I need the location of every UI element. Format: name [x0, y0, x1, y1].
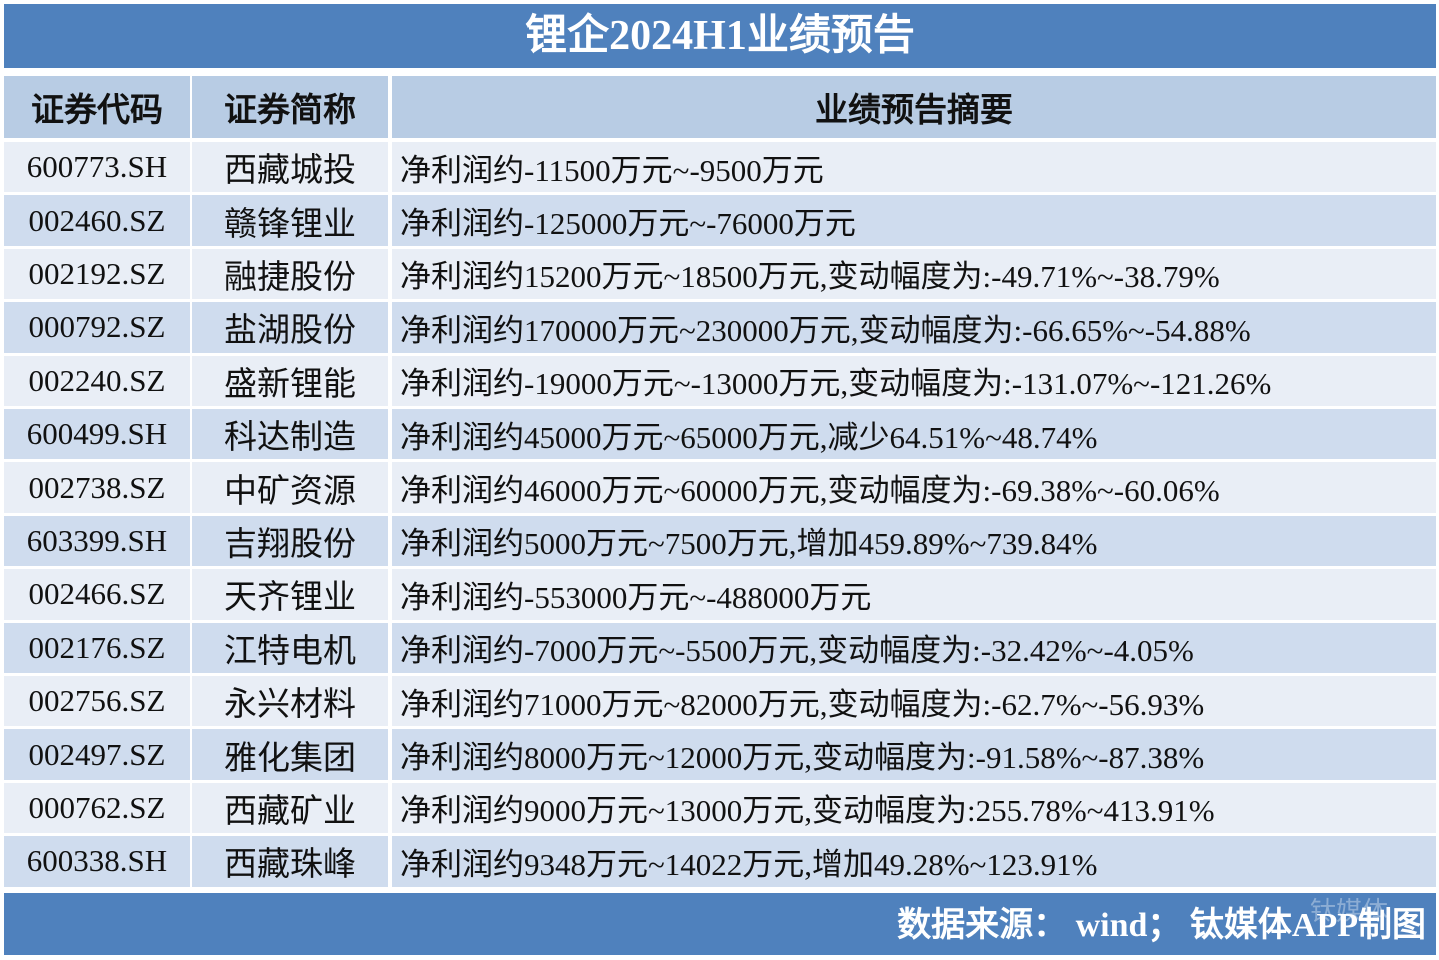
forecast-summary: 净利润约-7000万元~-5500万元,变动幅度为:-32.42%~-4.05% — [392, 622, 1436, 673]
forecast-summary: 净利润约46000万元~60000万元,变动幅度为:-69.38%~-60.06… — [392, 462, 1436, 513]
stock-name: 中矿资源 — [192, 462, 388, 513]
watermark: 钛媒体 — [1309, 897, 1388, 927]
stock-name: 融捷股份 — [192, 248, 388, 300]
header-row: 证券代码 证券简称 业绩预告摘要 — [4, 76, 1436, 138]
table-row: 002240.SZ 盛新锂能 净利润约-19000万元~-13000万元,变动幅度为… — [4, 355, 1436, 406]
stock-name: 江特电机 — [192, 622, 388, 673]
table-row: 603399.SH 吉翔股份 净利润约5000万元~7500万元,增加459.89%… — [4, 515, 1436, 567]
table-row: 002497.SZ 雅化集团 净利润约8000万元~12000万元,变动幅度为:-9… — [4, 729, 1436, 780]
forecast-summary: 净利润约9348万元~14022万元,增加49.28%~123.91% — [392, 836, 1436, 887]
stock-name: 西藏城投 — [192, 142, 388, 193]
stock-name: 盛新锂能 — [192, 355, 388, 406]
stock-name: 科达制造 — [192, 409, 388, 460]
table-row: 000792.SZ 盐湖股份 净利润约170000万元~230000万元,变动幅度为… — [4, 302, 1436, 353]
table-row: 002176.SZ 江特电机 净利润约-7000万元~-5500万元,变动幅度为:-… — [4, 622, 1436, 673]
forecast-summary: 净利润约9000万元~13000万元,变动幅度为:255.78%~413.91% — [392, 782, 1436, 834]
stock-code: 002176.SZ — [4, 622, 190, 673]
forecast-summary: 净利润约-11500万元~-9500万元 — [392, 142, 1436, 193]
forecast-summary: 净利润约45000万元~65000万元,减少64.51%~48.74% — [392, 409, 1436, 460]
table-row: 000762.SZ 西藏矿业 净利润约9000万元~13000万元,变动幅度为:25… — [4, 782, 1436, 834]
table-row: 002192.SZ 融捷股份 净利润约15200万元~18500万元,变动幅度为:-… — [4, 248, 1436, 300]
forecast-summary: 净利润约-19000万元~-13000万元,变动幅度为:-131.07%~-12… — [392, 355, 1436, 406]
stock-name: 天齐锂业 — [192, 569, 388, 620]
forecast-summary: 净利润约15200万元~18500万元,变动幅度为:-49.71%~-38.79… — [392, 248, 1436, 300]
table-row: 600338.SH 西藏珠峰 净利润约9348万元~14022万元,增加49.28%… — [4, 836, 1436, 887]
title: 锂企2024H1业绩预告 — [4, 4, 1436, 68]
header-cell: 证券代码 — [4, 76, 190, 138]
stock-name: 永兴材料 — [192, 676, 388, 727]
stock-code: 002738.SZ — [4, 462, 190, 513]
table-row: 002738.SZ 中矿资源 净利润约46000万元~60000万元,变动幅度为:-… — [4, 462, 1436, 513]
header-cell: 证券简称 — [192, 76, 388, 138]
forecast-summary: 净利润约71000万元~82000万元,变动幅度为:-62.7%~-56.93% — [392, 676, 1436, 727]
stock-code: 000792.SZ — [4, 302, 190, 353]
stock-code: 002192.SZ — [4, 248, 190, 300]
forecast-summary: 净利润约170000万元~230000万元,变动幅度为:-66.65%~-54.… — [392, 302, 1436, 353]
source: 数据来源： wind； 钛媒体APP制图 — [897, 907, 1426, 944]
table-row: 002466.SZ 天齐锂业 净利润约-553000万元~-488000万元 — [4, 569, 1436, 620]
stock-code: 000762.SZ — [4, 782, 190, 834]
stock-code: 002240.SZ — [4, 355, 190, 406]
stock-code: 600338.SH — [4, 836, 190, 887]
header-cell: 业绩预告摘要 — [392, 76, 1436, 138]
stock-code: 002756.SZ — [4, 676, 190, 727]
table-row: 002756.SZ 永兴材料 净利润约71000万元~82000万元,变动幅度为:-… — [4, 676, 1436, 727]
table-row: 002460.SZ 赣锋锂业 净利润约-125000万元~-76000万元 — [4, 195, 1436, 246]
forecast-summary: 净利润约8000万元~12000万元,变动幅度为:-91.58%~-87.38% — [392, 729, 1436, 780]
stock-name: 赣锋锂业 — [192, 195, 388, 246]
stock-code: 002460.SZ — [4, 195, 190, 246]
stock-code: 002466.SZ — [4, 569, 190, 620]
stock-name: 西藏珠峰 — [192, 836, 388, 887]
stock-name: 吉翔股份 — [192, 515, 388, 567]
forecast-summary: 净利润约-553000万元~-488000万元 — [392, 569, 1436, 620]
forecast-summary: 净利润约5000万元~7500万元,增加459.89%~739.84% — [392, 515, 1436, 567]
stock-name: 西藏矿业 — [192, 782, 388, 834]
table-row: 600773.SH 西藏城投 净利润约-11500万元~-9500万元 — [4, 142, 1436, 193]
stock-code: 600499.SH — [4, 409, 190, 460]
forecast-summary: 净利润约-125000万元~-76000万元 — [392, 195, 1436, 246]
stock-name: 盐湖股份 — [192, 302, 388, 353]
footer: 钛媒体 数据来源： wind； 钛媒体APP制图 — [4, 893, 1436, 955]
stock-code: 603399.SH — [4, 515, 190, 567]
stock-code: 600773.SH — [4, 142, 190, 193]
table-row: 600499.SH 科达制造 净利润约45000万元~65000万元,减少64.51… — [4, 409, 1436, 460]
stock-code: 002497.SZ — [4, 729, 190, 780]
stock-name: 雅化集团 — [192, 729, 388, 780]
